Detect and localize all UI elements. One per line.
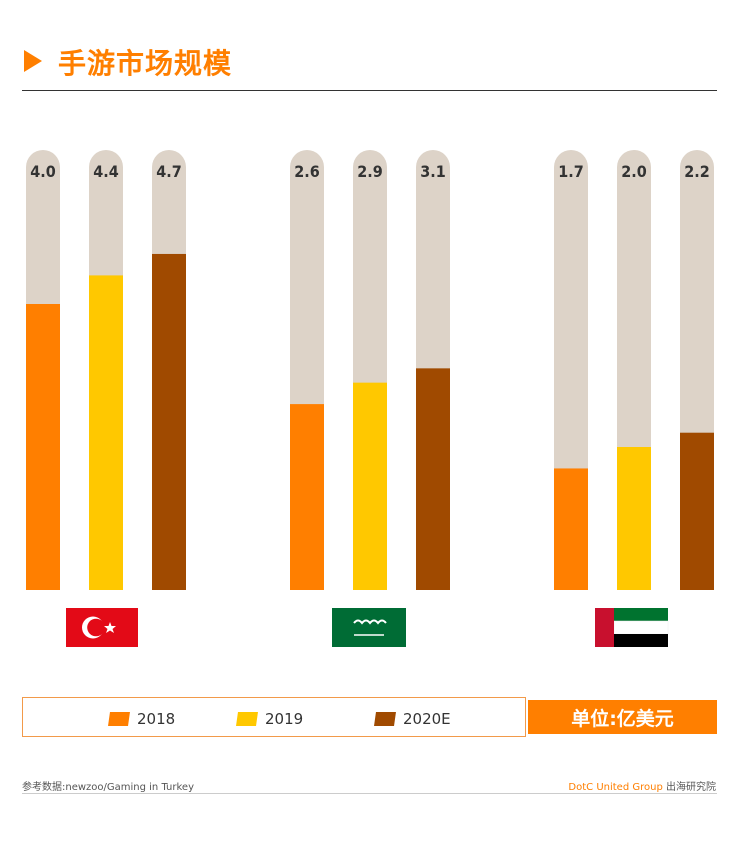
legend-item-2019: 2019 — [236, 710, 304, 728]
brand-name: DotC United Group — [568, 782, 663, 793]
legend-item-2020e: 2020E — [374, 710, 451, 728]
bar-2018 — [290, 404, 324, 590]
bar-2018 — [26, 304, 60, 590]
data-label: 1.7 — [558, 162, 584, 181]
unit-label: 单位:亿美元 — [528, 700, 717, 734]
bar-2020E — [152, 253, 186, 590]
source-note: 参考数据:newzoo/Gaming in Turkey — [22, 782, 194, 793]
flag-star — [104, 622, 116, 633]
saudi-arabia-flag — [332, 608, 406, 647]
uae-flag — [614, 608, 668, 621]
bar-2019 — [617, 447, 651, 590]
legend-swatch — [236, 712, 258, 726]
bar-2020E — [680, 432, 714, 590]
bar-2018 — [554, 468, 588, 590]
data-label: 2.6 — [294, 162, 320, 181]
legend-label: 2018 — [137, 710, 176, 728]
brand-suffix: 出海研究院 — [666, 782, 716, 793]
bar-2019 — [89, 275, 123, 590]
play-arrow-icon — [24, 50, 42, 72]
bar-2020E — [416, 368, 450, 590]
bar-chart: 4.0 4.4 4.7 2.6 2.9 3.1 1.7 2.0 2.2 — [26, 150, 714, 647]
legend-item-2018: 2018 — [108, 710, 176, 728]
data-label: 4.0 — [30, 162, 56, 181]
flag-script — [353, 619, 387, 625]
data-label: 2.2 — [684, 162, 710, 181]
data-label: 3.1 — [420, 162, 446, 181]
legend-label: 2020E — [403, 710, 451, 728]
uae-flag-black-band — [614, 634, 668, 647]
bar-2019 — [353, 382, 387, 590]
page-title: 手游市场规模 — [58, 47, 233, 80]
title-divider — [22, 90, 717, 91]
footer-divider — [22, 793, 717, 794]
flag-crescent-cut — [87, 618, 105, 637]
data-label: 2.9 — [357, 162, 383, 181]
data-label: 2.0 — [621, 162, 647, 181]
legend: 2018 2019 2020E — [22, 697, 526, 737]
legend-swatch — [108, 712, 130, 726]
uae-flag-red-band — [595, 608, 614, 647]
legend-swatch — [374, 712, 396, 726]
credit: DotC United Group 出海研究院 — [568, 778, 716, 793]
data-label: 4.4 — [93, 162, 119, 181]
data-label: 4.7 — [156, 162, 182, 181]
legend-label: 2019 — [265, 710, 304, 728]
uae-flag-white-band — [613, 620, 669, 635]
